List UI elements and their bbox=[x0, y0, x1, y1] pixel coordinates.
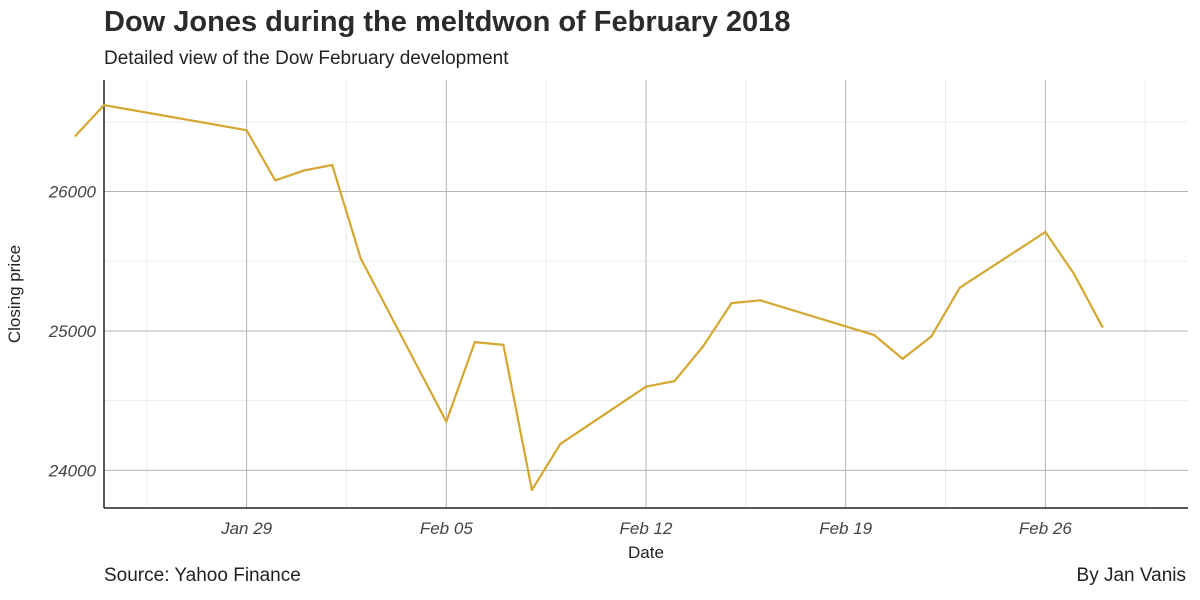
x-tick-label: Feb 26 bbox=[1019, 519, 1072, 538]
y-tick-label: 26000 bbox=[48, 183, 97, 202]
data-points bbox=[74, 103, 1104, 492]
x-axis-title: Date bbox=[628, 543, 664, 562]
dow-closing-line bbox=[74, 104, 1104, 491]
x-tick-label: Jan 29 bbox=[220, 519, 273, 538]
y-axis-title: Closing price bbox=[5, 245, 24, 343]
chart-title: Dow Jones during the meltdwon of Februar… bbox=[104, 6, 791, 38]
x-tick-labels: Jan 29 Feb 05 Feb 12 Feb 19 Feb 26 bbox=[220, 519, 1072, 538]
y-tick-label: 24000 bbox=[48, 461, 97, 480]
y-tick-labels: 24000 25000 26000 bbox=[48, 183, 97, 481]
chart-subtitle: Detailed view of the Dow February develo… bbox=[104, 48, 509, 69]
source-caption: Source: Yahoo Finance bbox=[104, 565, 301, 586]
author-caption: By Jan Vanis bbox=[1076, 565, 1186, 586]
y-tick-label: 25000 bbox=[48, 322, 97, 341]
x-tick-label: Feb 05 bbox=[420, 519, 473, 538]
x-tick-label: Feb 12 bbox=[620, 519, 673, 538]
x-tick-label: Feb 19 bbox=[819, 519, 872, 538]
major-gridlines bbox=[104, 80, 1188, 508]
